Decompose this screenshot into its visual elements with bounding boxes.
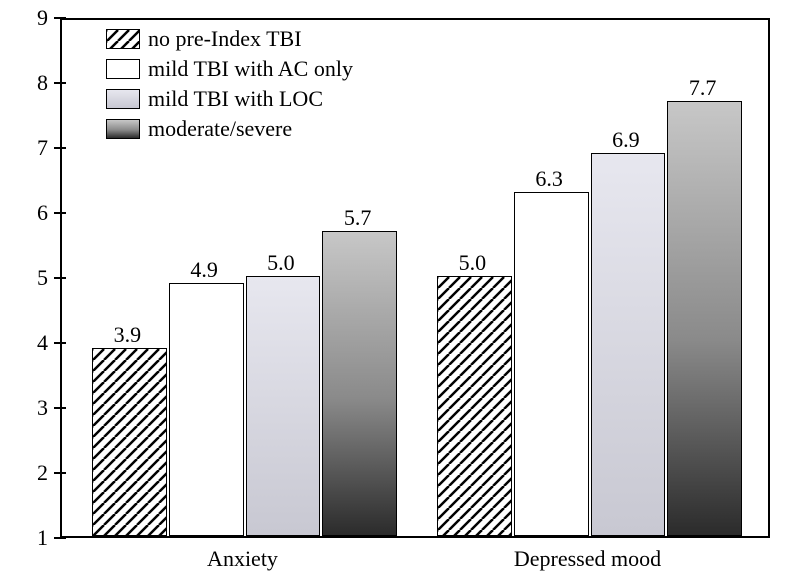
y-tick [54, 212, 66, 214]
y-tick-label: 3 [0, 395, 48, 421]
bar [667, 101, 742, 537]
y-tick [54, 472, 66, 474]
bar [437, 276, 512, 536]
bar-value-label: 6.3 [535, 166, 563, 192]
legend-swatch [106, 59, 140, 79]
x-category-label: Anxiety [207, 546, 278, 572]
legend-item: mild TBI with AC only [106, 56, 353, 82]
y-tick [54, 147, 66, 149]
bar-value-label: 4.9 [190, 257, 218, 283]
bar [322, 231, 397, 537]
legend: no pre-Index TBI mild TBI with AC only mil… [106, 26, 353, 146]
x-category-label: Depressed mood [514, 546, 661, 572]
legend-item: moderate/severe [106, 116, 353, 142]
y-tick [54, 82, 66, 84]
bar-chart: 1 2 3 4 5 6 7 8 9 3.9 4.9 5.0 5.7 Anxiety 5.0 6.3 6.9 7.7… [0, 0, 800, 586]
y-tick-label: 4 [0, 330, 48, 356]
y-tick [54, 17, 66, 19]
legend-label: mild TBI with AC only [148, 56, 353, 82]
bar-value-label: 5.0 [459, 250, 487, 276]
y-tick [54, 342, 66, 344]
bar-value-label: 7.7 [689, 75, 717, 101]
y-tick-label: 2 [0, 460, 48, 486]
bar [246, 276, 321, 536]
legend-swatch [106, 89, 140, 109]
bar-value-label: 6.9 [612, 127, 640, 153]
bar [169, 283, 244, 537]
y-tick-label: 8 [0, 70, 48, 96]
y-tick-label: 9 [0, 5, 48, 31]
y-tick-label: 5 [0, 265, 48, 291]
legend-item: mild TBI with LOC [106, 86, 353, 112]
legend-label: no pre-Index TBI [148, 26, 302, 52]
bar-value-label: 5.0 [267, 250, 295, 276]
bar [591, 153, 666, 537]
y-tick [54, 407, 66, 409]
legend-swatch [106, 119, 140, 139]
legend-swatch [106, 29, 140, 49]
y-tick [54, 537, 66, 539]
bar [92, 348, 167, 537]
bar-value-label: 3.9 [114, 322, 142, 348]
y-tick-label: 6 [0, 200, 48, 226]
y-tick [54, 277, 66, 279]
legend-label: mild TBI with LOC [148, 86, 323, 112]
bar [514, 192, 589, 537]
legend-label: moderate/severe [148, 116, 292, 142]
legend-item: no pre-Index TBI [106, 26, 353, 52]
bar-value-label: 5.7 [344, 205, 372, 231]
y-tick-label: 1 [0, 525, 48, 551]
y-tick-label: 7 [0, 135, 48, 161]
